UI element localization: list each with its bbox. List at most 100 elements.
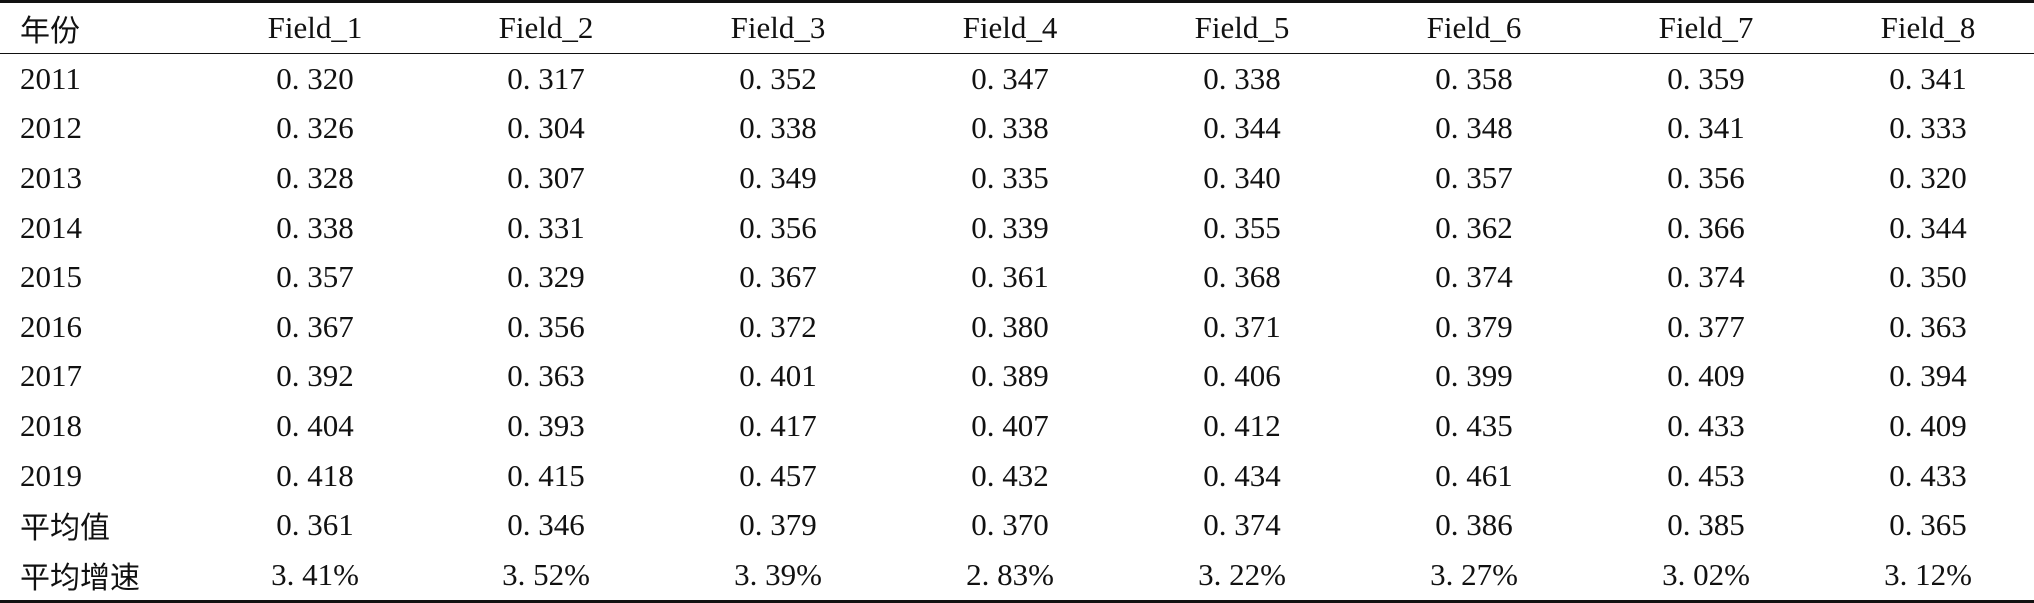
table-cell: 0. 363: [507, 358, 585, 394]
row-label: 2012: [20, 110, 82, 146]
table-cell: 0. 328: [276, 159, 354, 195]
table-cell: 0. 363: [1889, 308, 1967, 344]
table-cell: 0. 352: [739, 60, 817, 96]
table-row: 2018 0. 404 0. 393 0. 417 0. 407 0. 412 0. 435…: [0, 401, 2034, 451]
table-cell: 0. 374: [1435, 259, 1513, 295]
table-cell: 3. 22%: [1198, 556, 1286, 592]
table-cell: 0. 347: [971, 60, 1049, 96]
table-cell: 0. 409: [1667, 358, 1745, 394]
table-row: 2015 0. 357 0. 329 0. 367 0. 361 0. 368 0. 374…: [0, 252, 2034, 302]
table-cell: 0. 340: [1203, 159, 1281, 195]
table-cell: 0. 415: [507, 457, 585, 493]
table-cell: 0. 338: [971, 110, 1049, 146]
table-cell: 3. 12%: [1884, 556, 1972, 592]
header-field-7: Field_7: [1658, 10, 1754, 45]
table-cell: 0. 380: [971, 308, 1049, 344]
table-cell: 0. 341: [1889, 60, 1967, 96]
table-cell: 0. 394: [1889, 358, 1967, 394]
table-row: 2016 0. 367 0. 356 0. 372 0. 380 0. 371 0. 379…: [0, 302, 2034, 352]
table-cell: 0. 361: [276, 507, 354, 543]
table-cell: 0. 320: [1889, 159, 1967, 195]
table-cell: 0. 367: [276, 308, 354, 344]
table-cell: 0. 418: [276, 457, 354, 493]
header-field-1: Field_1: [267, 10, 363, 45]
row-label: 2014: [20, 209, 82, 245]
table-cell: 0. 333: [1889, 110, 1967, 146]
table-cell: 0. 417: [739, 407, 817, 443]
table-cell: 0. 377: [1667, 308, 1745, 344]
table-cell: 0. 356: [739, 209, 817, 245]
table-cell: 3. 41%: [271, 556, 359, 592]
table-cell: 0. 404: [276, 407, 354, 443]
table-cell: 0. 370: [971, 507, 1049, 543]
table-cell: 0. 409: [1889, 407, 1967, 443]
table-cell: 0. 344: [1889, 209, 1967, 245]
table-cell: 0. 461: [1435, 457, 1513, 493]
table-cell: 0. 338: [276, 209, 354, 245]
header-field-6: Field_6: [1426, 10, 1522, 45]
row-label: 2019: [20, 457, 82, 493]
table-cell: 0. 434: [1203, 457, 1281, 493]
table-cell: 0. 341: [1667, 110, 1745, 146]
table-cell: 0. 393: [507, 407, 585, 443]
table-cell: 0. 338: [739, 110, 817, 146]
table-cell: 0. 339: [971, 209, 1049, 245]
table-cell: 0. 385: [1667, 507, 1745, 543]
table-row: 2014 0. 338 0. 331 0. 356 0. 339 0. 355 0. 362…: [0, 203, 2034, 253]
table-cell: 0. 372: [739, 308, 817, 344]
row-label: 2011: [20, 60, 81, 96]
header-field-2: Field_2: [498, 10, 594, 45]
table-cell: 0. 432: [971, 457, 1049, 493]
table-cell: 0. 358: [1435, 60, 1513, 96]
table-cell: 0. 389: [971, 358, 1049, 394]
table-cell: 3. 02%: [1662, 556, 1750, 592]
row-label: 平均值: [20, 511, 110, 547]
table-cell: 0. 356: [507, 308, 585, 344]
table-cell: 0. 366: [1667, 209, 1745, 245]
table-cell: 0. 320: [276, 60, 354, 96]
table-cell: 0. 357: [276, 259, 354, 295]
table-cell: 0. 338: [1203, 60, 1281, 96]
table-cell: 0. 392: [276, 358, 354, 394]
table-cell: 0. 355: [1203, 209, 1281, 245]
row-label: 平均增速: [20, 560, 140, 596]
table-cell: 0. 399: [1435, 358, 1513, 394]
header-field-3: Field_3: [730, 10, 826, 45]
table-cell: 0. 349: [739, 159, 817, 195]
table-cell: 0. 335: [971, 159, 1049, 195]
table-cell: 0. 371: [1203, 308, 1281, 344]
table-row: 2013 0. 328 0. 307 0. 349 0. 335 0. 340 0. 357…: [0, 153, 2034, 203]
table-cell: 0. 357: [1435, 159, 1513, 195]
table-body: 2011 0. 320 0. 317 0. 352 0. 347 0. 338 0. 358…: [0, 54, 2034, 602]
row-label: 2015: [20, 259, 82, 295]
table-header: 年份 Field_1 Field_2 Field_3 Field_4 Field…: [0, 1, 2034, 54]
table-cell: 0. 374: [1667, 259, 1745, 295]
table-cell: 0. 329: [507, 259, 585, 295]
table-cell: 0. 359: [1667, 60, 1745, 96]
table-cell: 0. 457: [739, 457, 817, 493]
table-cell: 0. 379: [1435, 308, 1513, 344]
table-cell: 0. 433: [1667, 407, 1745, 443]
table-cell: 0. 368: [1203, 259, 1281, 295]
row-label: 2016: [20, 308, 82, 344]
row-label: 2013: [20, 159, 82, 195]
table-cell: 2. 83%: [966, 556, 1054, 592]
table-cell: 0. 406: [1203, 358, 1281, 394]
table-cell: 0. 379: [739, 507, 817, 543]
table-cell: 3. 27%: [1430, 556, 1518, 592]
header-year: 年份: [20, 14, 80, 49]
table-cell: 0. 453: [1667, 457, 1745, 493]
table-cell: 0. 367: [739, 259, 817, 295]
table-cell: 0. 407: [971, 407, 1049, 443]
header-field-8: Field_8: [1880, 10, 1976, 45]
table-cell: 0. 346: [507, 507, 585, 543]
table-cell: 0. 356: [1667, 159, 1745, 195]
table-cell: 0. 326: [276, 110, 354, 146]
table-cell: 0. 344: [1203, 110, 1281, 146]
table-cell: 0. 401: [739, 358, 817, 394]
table-cell: 0. 348: [1435, 110, 1513, 146]
table-cell: 0. 361: [971, 259, 1049, 295]
table-cell: 0. 362: [1435, 209, 1513, 245]
